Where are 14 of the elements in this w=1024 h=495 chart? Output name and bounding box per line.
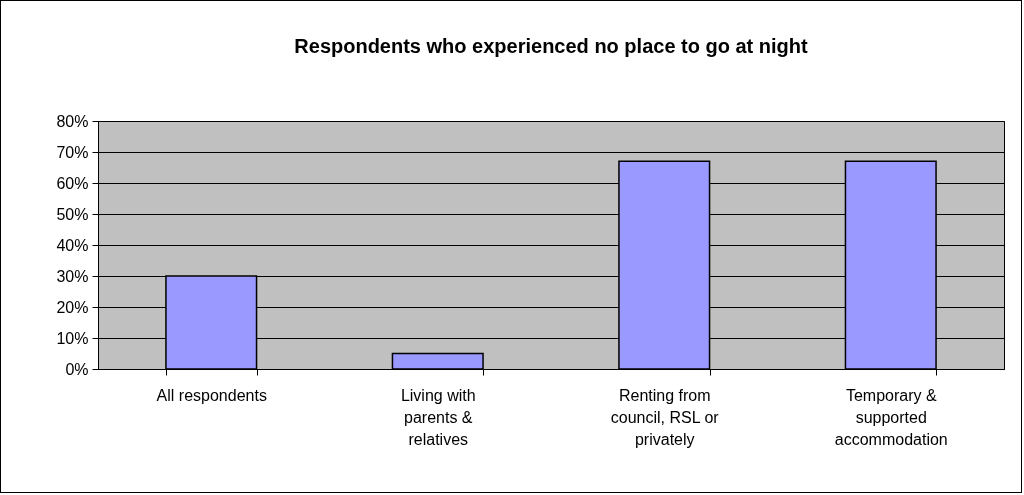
y-tick-label: 10%: [56, 329, 89, 347]
y-tick-label: 30%: [56, 267, 89, 285]
y-tick-label: 40%: [56, 236, 89, 254]
x-tick-label: Living with parents & relatives: [400, 386, 476, 448]
y-tick-label: 0%: [65, 360, 89, 378]
x-tick-label: Temporary & supported accommodation: [834, 386, 948, 448]
chart-title: Respondents who experienced no place to go at night: [294, 35, 809, 57]
y-tick-label: 70%: [56, 143, 89, 161]
x-tick-label: Renting from council, RSL or privately: [610, 386, 720, 448]
y-tick-label: 20%: [56, 298, 89, 316]
y-tick-label: 50%: [56, 205, 89, 223]
y-tick-label: 60%: [56, 174, 89, 192]
y-tick-label: 80%: [56, 112, 89, 130]
x-tick-label: All respondents: [156, 386, 267, 404]
